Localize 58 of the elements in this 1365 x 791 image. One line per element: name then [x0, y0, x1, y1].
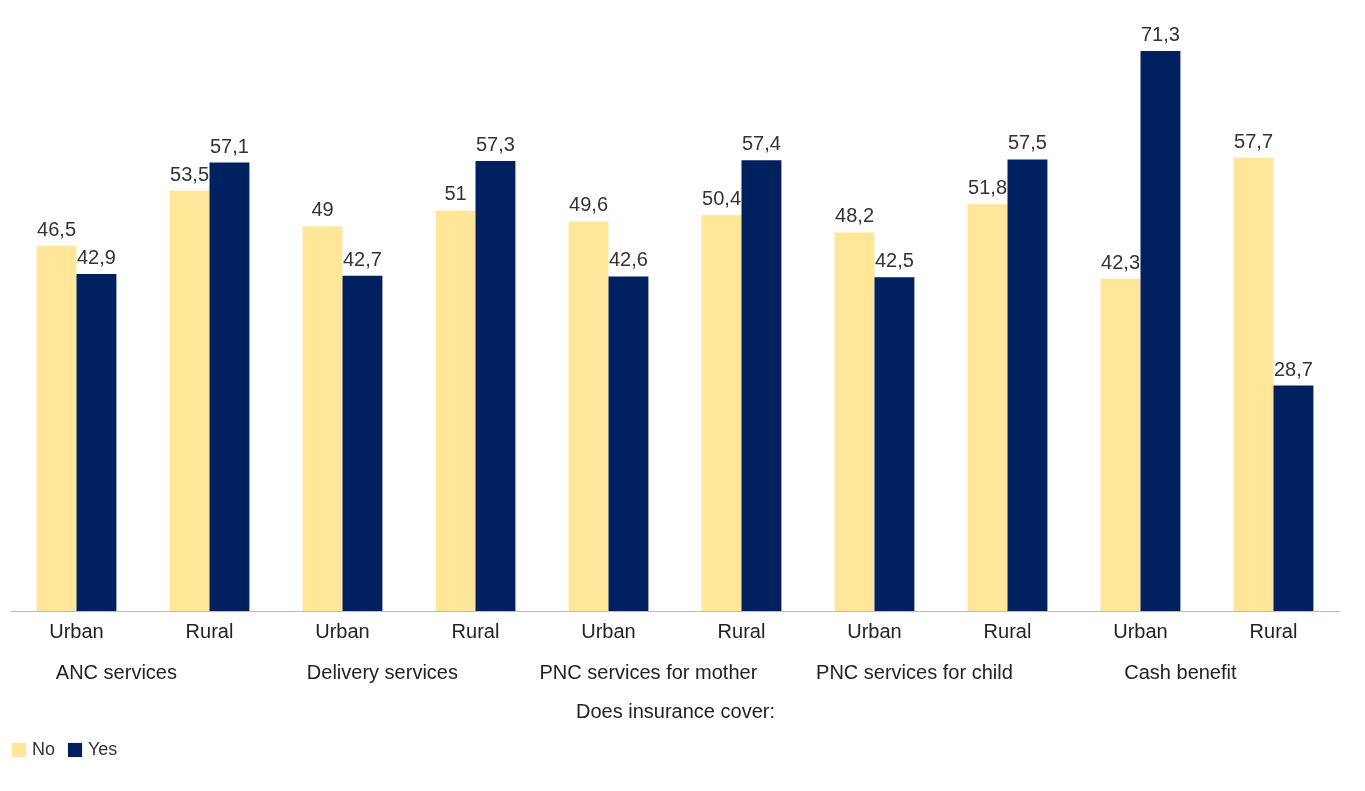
data-label: 51,8 — [968, 176, 1008, 199]
x-tick-label: Rural — [983, 619, 1032, 642]
data-label: 57,7 — [1234, 129, 1274, 152]
data-label: 57,4 — [741, 132, 781, 155]
data-label: 49,6 — [569, 193, 609, 216]
bar — [701, 215, 742, 611]
bar — [302, 226, 343, 611]
bar — [1233, 157, 1274, 611]
bar — [568, 221, 609, 611]
bar — [169, 190, 210, 611]
data-label: 57,3 — [475, 132, 515, 155]
x-tick-label: Urban — [581, 619, 636, 642]
data-label: 42,6 — [608, 248, 648, 271]
text: PNC services for child — [816, 661, 1013, 683]
text: PNC services for mother — [539, 661, 758, 683]
bar — [874, 277, 915, 611]
data-label: 42,7 — [342, 247, 382, 270]
text: Cash benefit — [1124, 661, 1237, 683]
x-tick-label: Urban — [49, 619, 104, 642]
bar — [1007, 159, 1048, 611]
data-label: 71,3 — [1140, 23, 1180, 45]
data-label: 49 — [311, 198, 334, 221]
x-tick-label: Urban — [847, 619, 902, 642]
legend-label: No — [32, 739, 56, 759]
bar — [342, 275, 383, 611]
bar — [1100, 278, 1141, 611]
bar — [1140, 51, 1181, 611]
bar — [209, 162, 250, 611]
bar — [967, 204, 1008, 611]
text: Delivery services — [306, 661, 458, 683]
data-label: 50,4 — [702, 187, 742, 210]
data-label: 42,5 — [874, 249, 914, 272]
x-axis-title: Does insurance cover: — [576, 699, 775, 722]
bar — [1273, 385, 1314, 611]
data-label: 48,2 — [835, 204, 875, 227]
x-tick-label: Urban — [315, 619, 370, 642]
data-label: 57,5 — [1007, 131, 1047, 154]
bar — [76, 274, 117, 611]
data-label: 42,9 — [76, 246, 116, 269]
x-tick-label: Rural — [1249, 619, 1298, 642]
bar — [834, 232, 875, 611]
text: ANC services — [55, 661, 177, 683]
bar — [741, 160, 782, 611]
data-label: 53,5 — [170, 162, 210, 185]
data-label: 57,1 — [209, 134, 249, 157]
data-label: 51 — [444, 182, 467, 205]
bar — [475, 160, 516, 611]
bar — [36, 245, 77, 611]
bar — [435, 210, 476, 611]
data-label: 28,7 — [1273, 357, 1313, 380]
x-tick-label: Rural — [717, 619, 766, 642]
x-tick-label: Rural — [451, 619, 500, 642]
bar — [608, 276, 649, 611]
legend-label: Yes — [88, 739, 118, 759]
data-label: 42,3 — [1101, 250, 1141, 273]
x-tick-label: Urban — [1113, 619, 1168, 642]
data-label: 46,5 — [37, 217, 77, 240]
x-tick-label: Rural — [185, 619, 234, 642]
